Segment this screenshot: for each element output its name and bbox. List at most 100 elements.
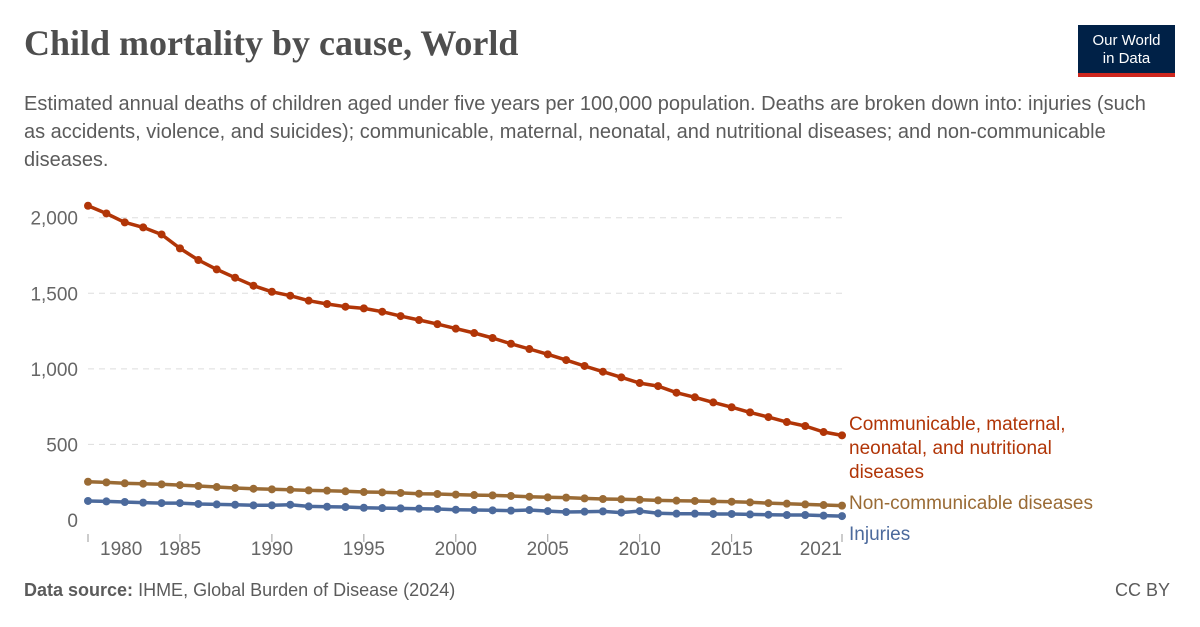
data-point bbox=[323, 300, 332, 309]
data-point bbox=[598, 494, 607, 503]
data-point bbox=[635, 379, 644, 388]
data-point bbox=[470, 491, 479, 500]
data-point bbox=[433, 320, 442, 329]
data-point bbox=[102, 209, 111, 218]
data-point bbox=[580, 507, 589, 516]
data-point bbox=[690, 393, 699, 402]
logo-line-1: Our World bbox=[1092, 32, 1161, 49]
chart-title: Child mortality by cause, World bbox=[24, 23, 519, 63]
data-point bbox=[84, 496, 92, 505]
data-point bbox=[120, 479, 129, 488]
series-label: Non-communicable diseases bbox=[849, 493, 1093, 514]
data-point bbox=[782, 511, 791, 520]
data-point bbox=[194, 499, 203, 508]
logo-line-2: in Data bbox=[1102, 50, 1151, 67]
data-point bbox=[562, 507, 571, 516]
data-point bbox=[819, 501, 828, 510]
data-point bbox=[267, 287, 276, 296]
data-point bbox=[838, 501, 846, 510]
data-point bbox=[341, 487, 350, 496]
data-point bbox=[672, 509, 681, 518]
data-point bbox=[415, 489, 424, 498]
data-point bbox=[727, 509, 736, 518]
data-point bbox=[782, 499, 791, 508]
data-point bbox=[231, 273, 240, 282]
data-point bbox=[323, 486, 332, 495]
x-tick-label: 1995 bbox=[343, 539, 385, 560]
data-point bbox=[506, 339, 515, 348]
data-point bbox=[231, 483, 240, 492]
data-point bbox=[746, 498, 755, 507]
data-source-text[interactable]: IHME, Global Burden of Disease (2024) bbox=[138, 580, 456, 600]
data-point bbox=[286, 500, 295, 509]
data-point bbox=[562, 356, 571, 365]
data-point bbox=[617, 373, 626, 382]
data-point bbox=[525, 345, 534, 354]
data-point bbox=[709, 497, 718, 506]
data-point bbox=[451, 505, 460, 514]
data-point bbox=[801, 500, 810, 509]
data-point bbox=[231, 500, 240, 509]
data-point bbox=[378, 504, 387, 513]
data-point bbox=[506, 491, 515, 500]
data-point bbox=[764, 413, 773, 422]
data-point bbox=[470, 506, 479, 515]
data-point bbox=[396, 312, 405, 321]
x-tick-label: 1980 bbox=[100, 539, 142, 560]
data-point bbox=[506, 506, 515, 515]
data-point bbox=[175, 499, 184, 508]
data-point bbox=[175, 481, 184, 490]
data-point bbox=[672, 496, 681, 505]
data-point bbox=[635, 495, 644, 504]
data-point bbox=[598, 507, 607, 516]
series-label: diseases bbox=[849, 462, 924, 483]
data-point bbox=[120, 218, 129, 227]
data-point bbox=[801, 421, 810, 430]
data-point bbox=[727, 403, 736, 412]
series-label: Communicable, maternal, bbox=[849, 414, 1065, 435]
data-point bbox=[672, 388, 681, 397]
owid-logo[interactable]: Our World in Data bbox=[1078, 25, 1175, 77]
data-point bbox=[764, 499, 773, 508]
data-point bbox=[396, 488, 405, 497]
data-point bbox=[654, 509, 663, 518]
series-label: neonatal, and nutritional bbox=[849, 438, 1052, 459]
data-point bbox=[617, 495, 626, 504]
data-point bbox=[543, 350, 552, 359]
license[interactable]: CC BY bbox=[1114, 580, 1170, 600]
data-point bbox=[323, 502, 332, 511]
data-point bbox=[488, 334, 497, 343]
data-point bbox=[543, 493, 552, 502]
x-tick-label: 1985 bbox=[159, 539, 201, 560]
y-tick-label: 500 bbox=[46, 435, 78, 456]
data-point bbox=[120, 498, 129, 507]
data-point bbox=[451, 490, 460, 499]
x-tick-label: 2000 bbox=[435, 539, 477, 560]
data-source-label: Data source: bbox=[24, 580, 134, 600]
data-point bbox=[267, 485, 276, 494]
data-point bbox=[654, 382, 663, 391]
data-point bbox=[709, 398, 718, 407]
data-point bbox=[212, 500, 221, 509]
data-point bbox=[212, 265, 221, 274]
data-point bbox=[139, 479, 148, 488]
data-point bbox=[304, 486, 313, 495]
x-tick-label: 2021 bbox=[800, 539, 842, 560]
data-point bbox=[286, 485, 295, 494]
data-point bbox=[249, 501, 258, 510]
data-point bbox=[470, 329, 479, 338]
y-tick-label: 2,000 bbox=[30, 209, 78, 230]
data-point bbox=[838, 431, 846, 440]
data-point bbox=[378, 307, 387, 316]
data-point bbox=[764, 510, 773, 519]
data-point bbox=[194, 256, 203, 265]
data-point bbox=[249, 484, 258, 493]
data-point bbox=[782, 418, 791, 427]
data-point bbox=[690, 496, 699, 505]
data-point bbox=[359, 503, 368, 512]
data-point bbox=[746, 510, 755, 519]
data-point bbox=[654, 496, 663, 505]
data-point bbox=[341, 503, 350, 512]
data-point bbox=[580, 494, 589, 503]
